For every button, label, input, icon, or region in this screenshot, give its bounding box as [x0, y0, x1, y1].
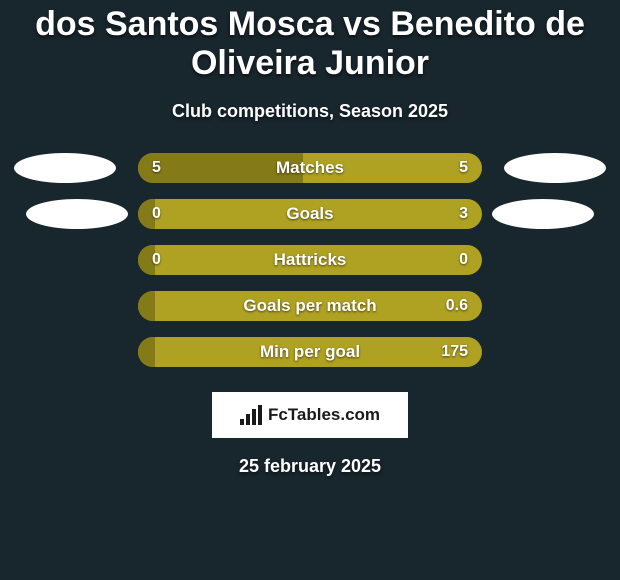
date-text: 25 february 2025	[0, 456, 620, 477]
stat-value-right: 175	[441, 343, 468, 361]
stat-label: Hattricks	[138, 250, 482, 270]
stats-rows: 5Matches50Goals30Hattricks0Goals per mat…	[0, 152, 620, 368]
subtitle: Club competitions, Season 2025	[0, 101, 620, 122]
stat-value-right: 0	[459, 251, 468, 269]
stat-bar: 0Hattricks0	[138, 245, 482, 275]
comparison-card: dos Santos Mosca vs Benedito de Oliveira…	[0, 0, 620, 580]
stat-label: Goals per match	[138, 296, 482, 316]
stat-value-right: 5	[459, 159, 468, 177]
stat-label: Min per goal	[138, 342, 482, 362]
player-badge-right	[492, 199, 594, 229]
stat-label: Goals	[138, 204, 482, 224]
brand-text: FcTables.com	[268, 405, 380, 425]
stat-bar: 5Matches5	[138, 153, 482, 183]
stat-value-right: 0.6	[446, 297, 468, 315]
stat-value-right: 3	[459, 205, 468, 223]
stat-bar: Goals per match0.6	[138, 291, 482, 321]
stat-row: Goals per match0.6	[10, 290, 610, 322]
stat-row: 0Goals3	[10, 198, 610, 230]
player-badge-left	[26, 199, 128, 229]
stat-row: 0Hattricks0	[10, 244, 610, 276]
stat-row: Min per goal175	[10, 336, 610, 368]
brand-bars-icon	[240, 405, 262, 425]
brand-badge: FcTables.com	[212, 392, 408, 438]
player-badge-left	[14, 153, 116, 183]
stat-label: Matches	[138, 158, 482, 178]
page-title: dos Santos Mosca vs Benedito de Oliveira…	[0, 5, 620, 83]
stat-bar: Min per goal175	[138, 337, 482, 367]
player-badge-right	[504, 153, 606, 183]
stat-row: 5Matches5	[10, 152, 610, 184]
stat-bar: 0Goals3	[138, 199, 482, 229]
